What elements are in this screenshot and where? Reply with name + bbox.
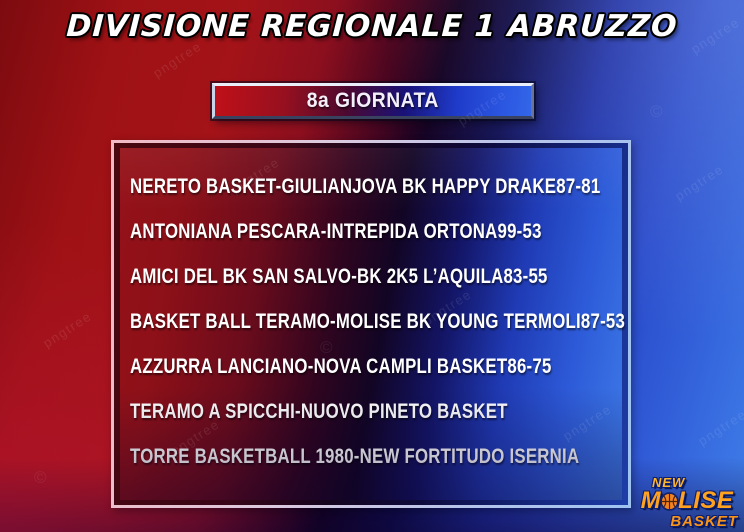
match-label: AZZURRA LANCIANO-NOVA CAMPLI BASKET	[130, 354, 508, 378]
results-board-frame: NERETO BASKET-GIULIANJOVA BK HAPPY DRAKE…	[114, 143, 628, 505]
match-label: AMICI DEL BK SAN SALVO-BK 2K5 L’AQUILA	[130, 264, 504, 288]
watermark-copyright-icon: ©	[34, 468, 47, 487]
basketball-icon	[660, 492, 679, 511]
result-row: ANTONIANA PESCARA-INTREPIDA ORTONA 99-53	[120, 209, 622, 254]
page-title: DIVISIONE REGIONALE 1 ABRUZZO	[65, 9, 679, 44]
watermark-text: pngtree	[672, 161, 727, 204]
watermark-text: pngtree	[150, 38, 205, 81]
club-logo: NEW M LISE BASKET	[634, 476, 740, 529]
match-label: ANTONIANA PESCARA-INTREPIDA ORTONA	[130, 219, 498, 243]
result-row: TORRE BASKETBALL 1980-NEW FORTITUDO ISER…	[120, 434, 622, 479]
logo-letter: M	[640, 487, 662, 515]
watermark-text: pngtree	[695, 406, 744, 449]
match-score: 99-53	[497, 219, 542, 243]
logo-letter: LISE	[678, 487, 734, 515]
watermark-copyright-icon: ©	[650, 102, 663, 121]
watermark-text: pngtree	[40, 308, 95, 351]
match-label: TORRE BASKETBALL 1980-NEW FORTITUDO ISER…	[130, 444, 580, 468]
results-list: NERETO BASKET-GIULIANJOVA BK HAPPY DRAKE…	[120, 148, 626, 500]
club-logo-line-new: NEW	[652, 474, 686, 490]
result-row: NERETO BASKET-GIULIANJOVA BK HAPPY DRAKE…	[120, 164, 622, 209]
match-score: 86-75	[507, 354, 552, 378]
result-row: BASKET BALL TERAMO-MOLISE BK YOUNG TERMO…	[120, 299, 626, 344]
match-score: 87-81	[556, 174, 601, 198]
matchday-banner: 8a GIORNATA	[212, 83, 534, 119]
matchday-label: 8a GIORNATA	[306, 89, 440, 112]
result-row: AZZURRA LANCIANO-NOVA CAMPLI BASKET 86-7…	[120, 344, 622, 389]
match-score: 83-55	[503, 264, 548, 288]
match-label: BASKET BALL TERAMO-MOLISE BK YOUNG TERMO…	[130, 309, 581, 333]
club-logo-line-basket: BASKET	[670, 512, 738, 530]
match-label: TERAMO A SPICCHI-NUOVO PINETO BASKET	[130, 399, 508, 423]
result-row: TERAMO A SPICCHI-NUOVO PINETO BASKET	[120, 389, 622, 434]
result-row: AMICI DEL BK SAN SALVO-BK 2K5 L’AQUILA 8…	[120, 254, 622, 299]
results-board: NERETO BASKET-GIULIANJOVA BK HAPPY DRAKE…	[111, 140, 631, 508]
match-label: NERETO BASKET-GIULIANJOVA BK HAPPY DRAKE	[130, 174, 557, 198]
match-score: 87-53	[580, 309, 626, 333]
club-logo-line-molise: M LISE	[634, 487, 740, 515]
